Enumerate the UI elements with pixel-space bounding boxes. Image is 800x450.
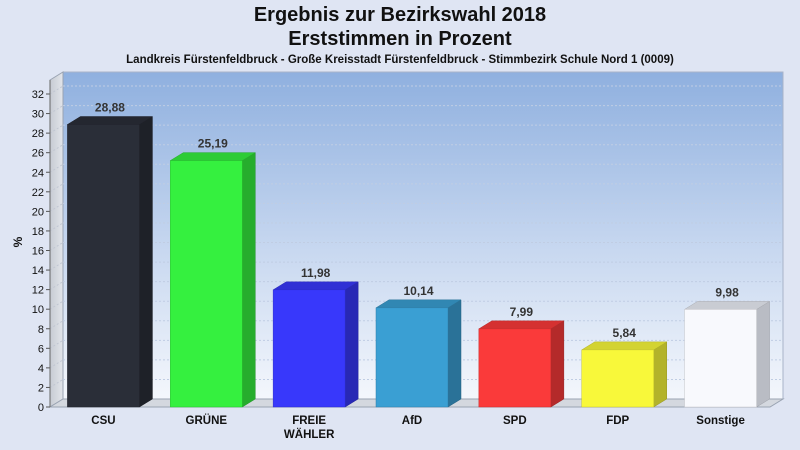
x-tick-label: Sonstige xyxy=(696,415,745,427)
bar-side xyxy=(653,341,667,408)
x-tick-label: FDP xyxy=(606,415,629,427)
gridline-wall xyxy=(49,242,64,251)
x-tick-label-line: AfD xyxy=(402,415,422,427)
bar-side xyxy=(550,320,565,408)
gridline-wall xyxy=(49,379,64,388)
gridline-wall xyxy=(49,183,64,193)
x-tick-label: FREIE WÄHLER xyxy=(284,415,335,441)
x-tick-label-line: Sonstige xyxy=(696,415,745,427)
data-label: 28,88 xyxy=(95,101,125,115)
bar-spd xyxy=(478,328,552,408)
bar-grüne xyxy=(170,160,243,408)
gridline-wall xyxy=(49,222,64,232)
y-tick-label: 30 xyxy=(32,109,44,121)
bar-top xyxy=(169,152,257,161)
bar-sonstige xyxy=(684,309,757,408)
gridline-wall xyxy=(49,144,64,154)
gridline-wall xyxy=(49,320,64,330)
data-label: 10,14 xyxy=(403,284,433,298)
x-tick-label-line: FREIE xyxy=(292,415,326,427)
y-tick-label: 8 xyxy=(38,324,44,336)
bar-side xyxy=(344,281,359,408)
y-tick-label: 12 xyxy=(32,285,44,297)
gridline-wall xyxy=(49,339,64,349)
x-tick-label-line: SPD xyxy=(503,415,527,427)
x-tick-label-line: CSU xyxy=(91,415,115,427)
y-tick-label: 32 xyxy=(32,89,44,101)
gridline-wall xyxy=(49,124,64,134)
bar-side xyxy=(447,299,462,408)
y-tick-label: 16 xyxy=(32,246,44,258)
x-tick-label-line: WÄHLER xyxy=(284,428,335,441)
bar-fdp xyxy=(581,349,654,408)
bar-afd xyxy=(375,307,449,408)
y-tick-label: 18 xyxy=(32,226,44,238)
gridline-wall xyxy=(49,281,64,291)
x-tick-label-line: GRÜNE xyxy=(186,414,228,427)
y-tick-label: 22 xyxy=(32,187,44,199)
bar-side xyxy=(242,152,256,408)
y-tick-label: 20 xyxy=(32,206,44,218)
y-tick-label: 28 xyxy=(32,128,44,140)
bar-top xyxy=(375,299,462,309)
x-tick-label: GRÜNE xyxy=(186,414,228,427)
bar-top xyxy=(272,281,360,291)
y-tick-label: 26 xyxy=(32,148,44,160)
bar-freie-wähler xyxy=(272,289,346,408)
chart-subtitle: Landkreis Fürstenfeldbruck - Große Kreis… xyxy=(126,54,674,66)
gridline-wall xyxy=(49,261,64,271)
gridline-wall xyxy=(49,359,64,369)
y-tick-label: 24 xyxy=(32,167,44,179)
chart-title-line-2: Erststimmen in Prozent xyxy=(288,28,512,50)
y-tick-label: 2 xyxy=(38,382,44,394)
x-tick-label-line: FDP xyxy=(606,415,629,427)
bar-top xyxy=(580,341,668,351)
chart-title: Ergebnis zur Bezirkswahl 2018 xyxy=(253,4,547,26)
y-tick-label: 10 xyxy=(32,304,44,316)
data-label: 9,98 xyxy=(715,285,739,299)
x-tick-label: AfD xyxy=(402,415,422,427)
gridline-wall xyxy=(49,202,64,212)
gridline-wall xyxy=(49,105,64,114)
y-tick-label: 4 xyxy=(38,363,44,375)
bar-side xyxy=(139,116,153,408)
bar-top xyxy=(477,320,565,330)
bar-top xyxy=(683,301,771,310)
x-tick-label: SPD xyxy=(503,415,527,427)
x-tick-label: CSU xyxy=(91,415,115,427)
bar-top xyxy=(66,116,154,125)
data-label: 11,98 xyxy=(301,266,331,280)
gridline-wall xyxy=(49,163,64,173)
gridline-wall xyxy=(49,85,64,95)
gridline-wall xyxy=(49,300,64,310)
plot-left-wall xyxy=(49,71,64,408)
bar-csu xyxy=(67,124,140,408)
y-tick-label: 0 xyxy=(38,402,44,414)
data-label: 7,99 xyxy=(510,305,534,319)
y-tick-label: 6 xyxy=(38,343,44,355)
y-axis-label: % xyxy=(11,236,25,247)
data-label: 25,19 xyxy=(198,137,228,151)
data-label: 5,84 xyxy=(613,326,637,340)
y-tick-label: 14 xyxy=(32,265,44,277)
bar-side xyxy=(756,300,770,408)
